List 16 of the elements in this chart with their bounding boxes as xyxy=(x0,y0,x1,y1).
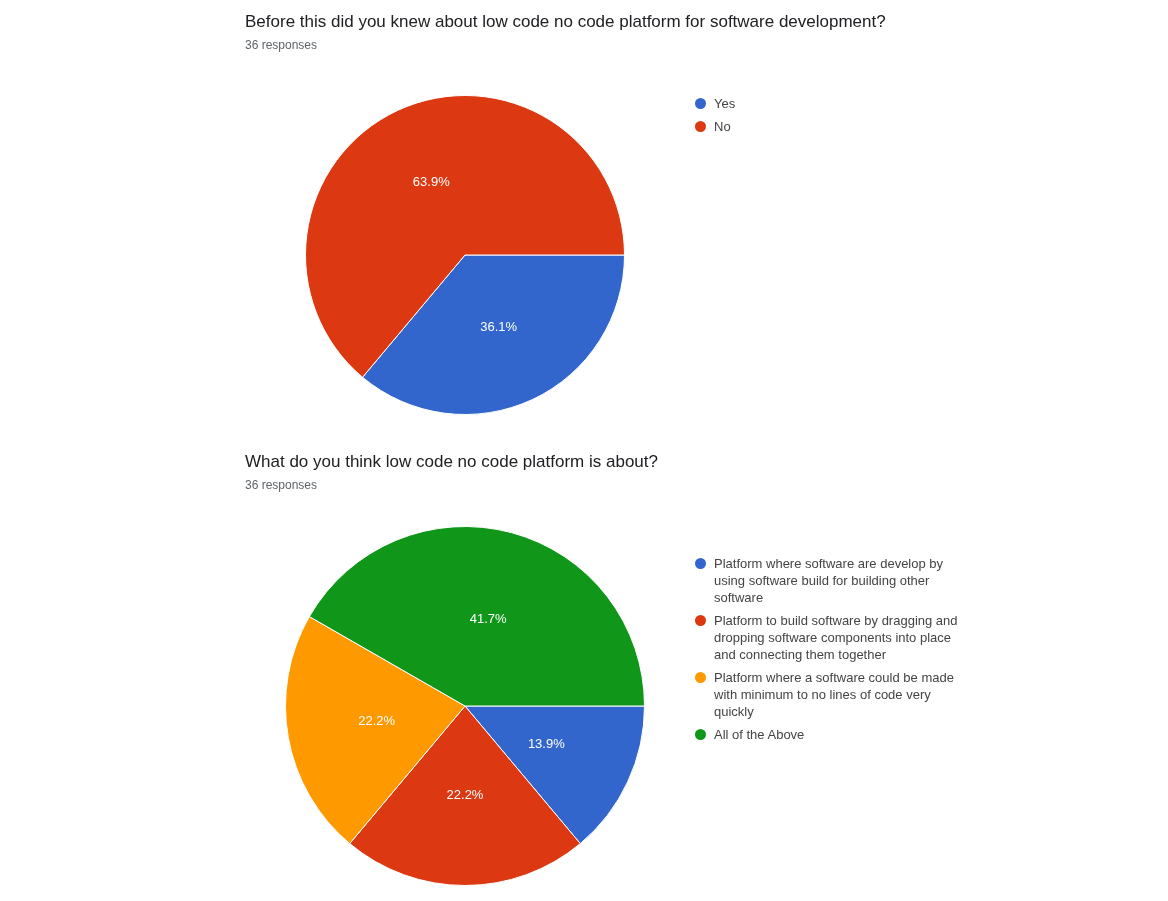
legend-label: No xyxy=(714,118,731,135)
data-label: 22.2% xyxy=(446,786,484,802)
legend-label: Platform where a software could be made with minimum to no lines of code very quickly xyxy=(714,669,955,720)
chart-subtitle: 36 responses xyxy=(245,38,318,52)
legend-label: Platform to build software by dragging and dropping software components into place and connecting them together xyxy=(714,612,959,663)
chart-title: What do you think low code no code platform is about? xyxy=(245,452,658,472)
data-label: 36.1% xyxy=(480,318,518,334)
chart-subtitle: 36 responses xyxy=(245,478,318,492)
legend-label: All of the Above xyxy=(714,726,805,743)
data-label: 22.2% xyxy=(358,712,396,728)
legend-label: Platform where software are develop by using software build for building other software xyxy=(714,555,945,606)
chart-title: Before this did you knew about low code no code platform for software development? xyxy=(245,12,886,32)
data-label: 63.9% xyxy=(412,174,451,190)
legend-label: Yes xyxy=(714,95,736,112)
data-label: 13.9% xyxy=(527,735,566,751)
data-label: 41.7% xyxy=(469,610,507,626)
